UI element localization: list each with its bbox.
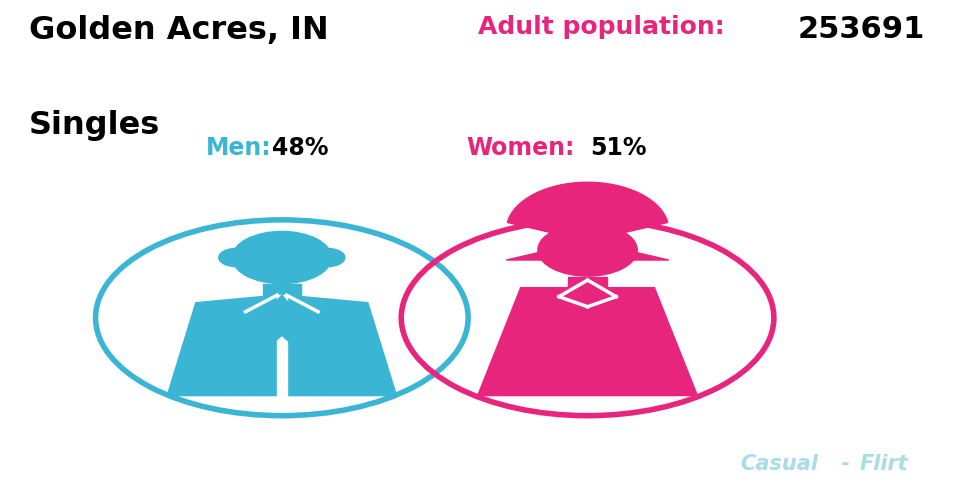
- Polygon shape: [167, 296, 277, 396]
- Text: -: -: [841, 453, 850, 473]
- Polygon shape: [478, 288, 697, 396]
- Polygon shape: [506, 183, 669, 261]
- Polygon shape: [277, 296, 287, 396]
- Circle shape: [310, 249, 345, 267]
- Text: 253691: 253691: [798, 15, 925, 44]
- Polygon shape: [265, 296, 299, 346]
- Text: Flirt: Flirt: [860, 453, 908, 473]
- Polygon shape: [263, 284, 300, 298]
- Text: Singles: Singles: [29, 110, 160, 141]
- Text: Golden Acres, IN: Golden Acres, IN: [29, 15, 328, 46]
- Text: 51%: 51%: [590, 135, 647, 159]
- Circle shape: [219, 249, 253, 267]
- Text: Men:: Men:: [205, 135, 271, 159]
- Text: Women:: Women:: [467, 135, 575, 159]
- Text: Casual: Casual: [740, 453, 819, 473]
- Text: Adult population:: Adult population:: [478, 15, 724, 39]
- Polygon shape: [568, 277, 607, 291]
- Circle shape: [232, 232, 331, 284]
- Text: 48%: 48%: [273, 135, 328, 159]
- Circle shape: [538, 224, 637, 277]
- Polygon shape: [287, 296, 396, 396]
